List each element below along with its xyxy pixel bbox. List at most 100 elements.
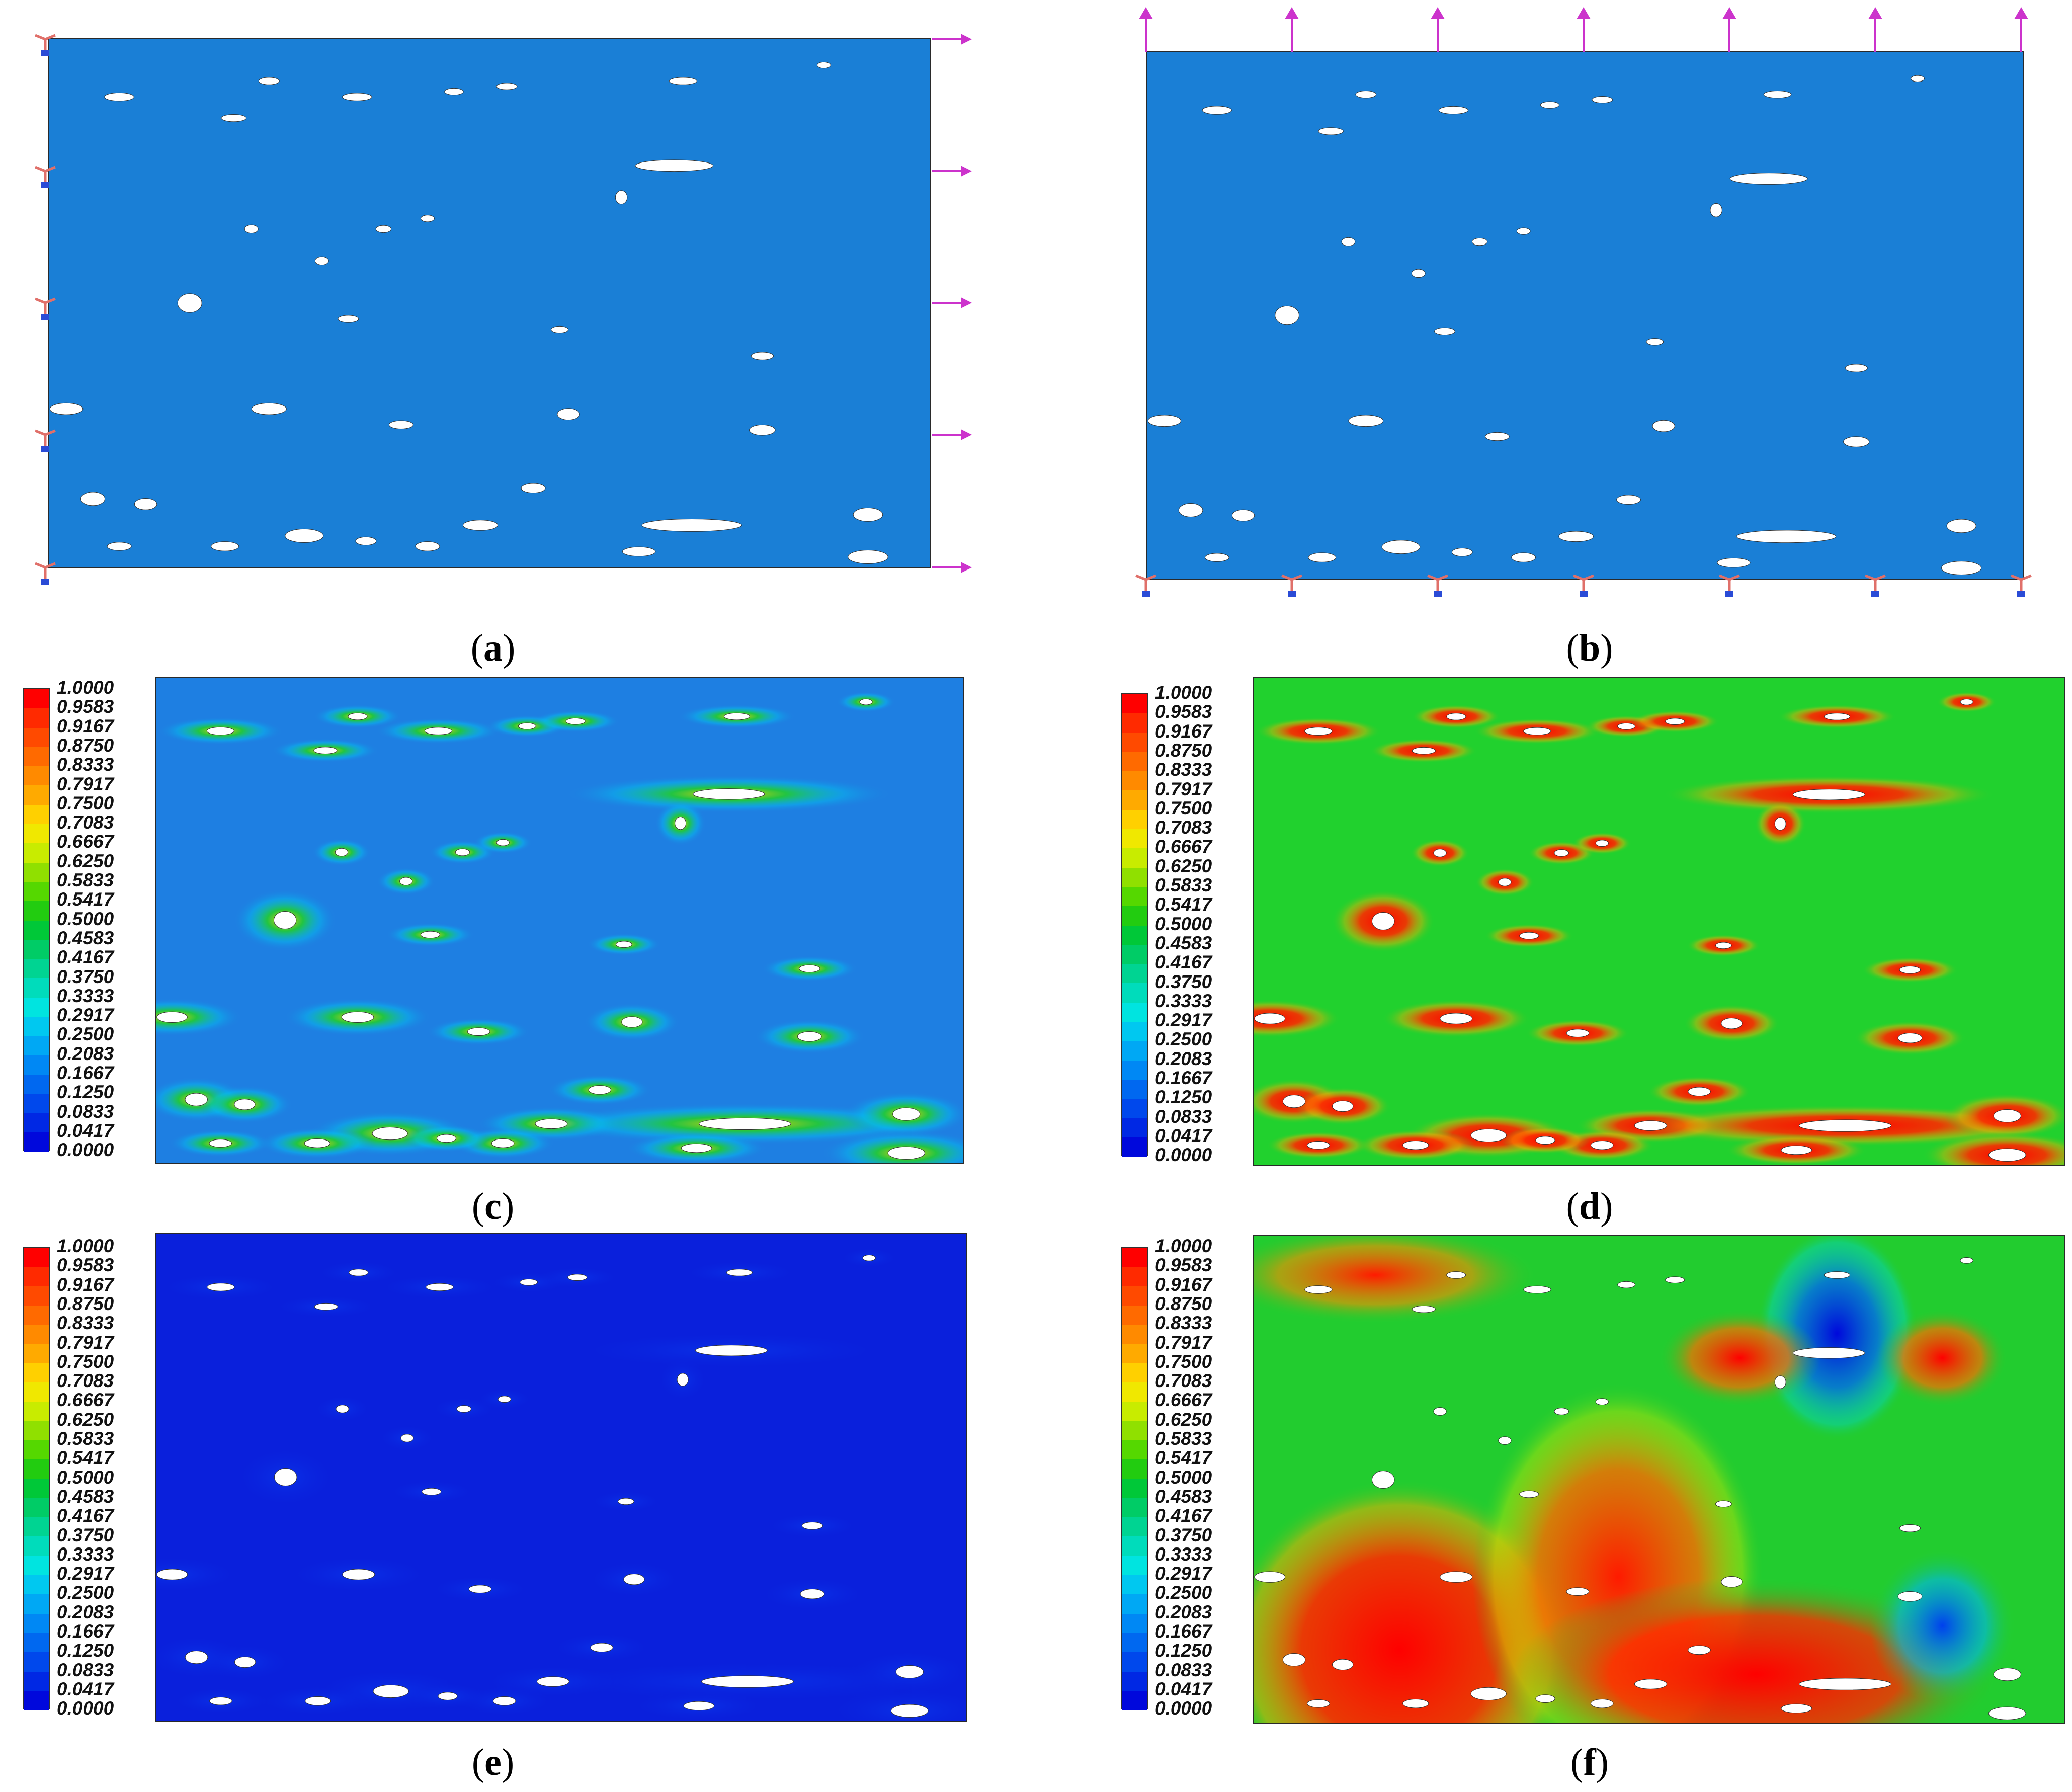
model-mesh-b: [1146, 51, 2024, 580]
load-arrow-icon: [932, 562, 972, 573]
void-pore: [207, 1283, 235, 1291]
legend-tick-label: 0.5000: [57, 1467, 114, 1488]
legend-tick-label: 0.7917: [1155, 778, 1212, 799]
void-pore: [1470, 1687, 1507, 1701]
legend-tick-label: 0.2500: [1155, 1582, 1212, 1603]
contour-plot-c: [155, 677, 964, 1164]
legend-tick-label: 0.0417: [1155, 1125, 1212, 1146]
legend-tick-label: 0.5417: [1155, 1447, 1212, 1469]
legend-tick-label: 0.8333: [57, 754, 114, 775]
void-pore: [1471, 237, 1488, 246]
colorbar: [1121, 693, 1148, 1157]
load-arrow-icon: [1722, 7, 1736, 52]
void-pore: [723, 712, 750, 720]
legend-tick-label: 0.7083: [57, 1370, 114, 1392]
void-pore: [1204, 553, 1229, 562]
void-pore: [1523, 1285, 1551, 1294]
legend-tick-label: 0.8333: [1155, 1313, 1212, 1334]
void-pore: [388, 420, 413, 429]
void-pore: [422, 1488, 442, 1496]
legend-tick-label: 0.9583: [57, 696, 114, 717]
void-pore: [1798, 1678, 1892, 1690]
load-arrow-icon: [2014, 7, 2028, 52]
void-pore: [341, 1011, 374, 1023]
void-pore: [420, 931, 440, 939]
void-pore: [1519, 1490, 1539, 1498]
legend-tick-label: 0.7500: [1155, 797, 1212, 819]
void-pore: [1332, 1100, 1354, 1112]
void-pore: [251, 402, 287, 415]
void-pore: [520, 1278, 538, 1286]
legend-tick-label: 0.4583: [1155, 932, 1212, 953]
void-pore: [400, 1434, 414, 1442]
void-pore: [349, 1269, 369, 1276]
void-pore: [209, 1696, 232, 1705]
void-pore: [1307, 1141, 1330, 1150]
load-arrow-icon: [1285, 7, 1299, 52]
void-pore: [1911, 75, 1925, 82]
void-pore: [588, 1085, 611, 1095]
support-constraint-icon: [35, 297, 56, 320]
void-pore: [467, 1027, 490, 1036]
support-constraint-icon: [35, 429, 56, 452]
void-pore: [1412, 747, 1436, 755]
void-pore: [1412, 1305, 1436, 1313]
legend-tick-label: 0.9583: [57, 1255, 114, 1276]
void-pore: [801, 1521, 823, 1530]
legend-tick-label: 0.7917: [1155, 1332, 1212, 1353]
void-pore: [375, 225, 392, 233]
void-pore: [1304, 1285, 1333, 1294]
legend-tick-label: 0.2917: [1155, 1563, 1212, 1584]
legend-tick-label: 0.2083: [57, 1601, 114, 1622]
model-mesh-a: [48, 38, 931, 568]
void-pore: [1307, 1699, 1330, 1708]
void-pore: [1899, 1524, 1921, 1532]
void-pore: [1308, 552, 1337, 562]
void-pore: [1147, 415, 1181, 427]
contour-plot-e: [155, 1233, 967, 1722]
void-pore: [1592, 96, 1613, 104]
void-pore: [1440, 1013, 1473, 1024]
contour-plot-f: [1253, 1235, 2065, 1724]
void-pore: [49, 402, 84, 415]
void-pore: [1516, 227, 1531, 235]
void-pore: [185, 1650, 208, 1664]
legend-tick-label: 0.7500: [1155, 1351, 1212, 1372]
legend-tick-label: 1.0000: [1155, 1236, 1212, 1256]
void-pore: [399, 877, 413, 886]
void-pore: [1824, 713, 1850, 720]
stress-concentration: [1254, 999, 1341, 1038]
void-pore: [693, 788, 765, 800]
void-pore: [1566, 1587, 1590, 1596]
void-pore: [675, 817, 687, 830]
legend-tick-label: 0.3333: [57, 985, 114, 1006]
void-pore: [862, 1254, 876, 1261]
panel-d: 1.0000 0.9583 0.9167 0.8750 0.8333 0.7917 0.75…: [1121, 677, 2065, 1228]
void-pore: [313, 747, 338, 754]
legend-tick-label: 0.9583: [1155, 701, 1212, 722]
legend-tick-label: 0.6667: [1155, 836, 1212, 857]
legend-tick-label: 0.7917: [57, 773, 114, 794]
legend-tick-label: 0.2917: [1155, 1010, 1212, 1031]
void-pore: [535, 1118, 568, 1129]
legend-tick-label: 0.4583: [57, 927, 114, 948]
void-pore: [1634, 1120, 1667, 1131]
void-pore: [1411, 269, 1426, 278]
void-pore: [492, 1696, 516, 1706]
void-pore: [1993, 1668, 2021, 1681]
void-pore: [1824, 1271, 1850, 1279]
support-constraint-icon: [1281, 574, 1302, 597]
void-pore: [1616, 495, 1641, 505]
void-pore: [1511, 552, 1536, 562]
void-pore: [342, 1569, 375, 1580]
void-pore: [895, 1665, 924, 1679]
void-pore: [615, 941, 632, 948]
void-pore: [335, 848, 349, 857]
legend-tick-label: 1.0000: [57, 1236, 114, 1256]
void-pore: [1446, 1271, 1466, 1279]
legend-tick-label: 0.9167: [57, 1274, 114, 1295]
legend-tick-label: 0.0833: [57, 1659, 114, 1680]
stress-zone: [1254, 1236, 1537, 1324]
void-pore: [1282, 1653, 1306, 1667]
void-pore: [1178, 503, 1203, 517]
